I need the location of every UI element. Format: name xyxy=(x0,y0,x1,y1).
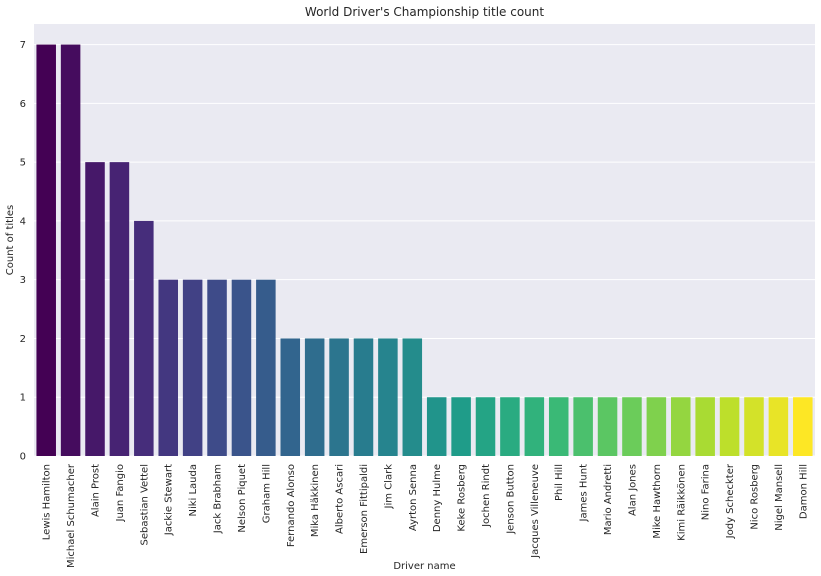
x-tick-label: Nino Farina xyxy=(701,464,712,520)
bar xyxy=(793,397,813,456)
y-tick-label: 3 xyxy=(20,275,26,286)
x-tick-label: Fernando Alonso xyxy=(286,464,297,547)
x-tick-label: Jacques Villeneuve xyxy=(530,464,541,559)
x-tick-label: Alberto Ascari xyxy=(335,464,346,534)
bar xyxy=(597,397,618,456)
bar xyxy=(695,397,715,456)
y-tick-label: 5 xyxy=(20,158,26,169)
bar xyxy=(573,397,593,456)
bar xyxy=(524,397,545,456)
bar xyxy=(304,338,325,456)
bar xyxy=(719,397,740,456)
x-tick-label: Jenson Button xyxy=(505,464,516,535)
bar xyxy=(158,279,178,456)
y-axis-label: Count of titles xyxy=(5,205,16,275)
chart-title: World Driver's Championship title count xyxy=(305,5,544,19)
x-tick-label: Nico Rosberg xyxy=(749,464,760,530)
bars xyxy=(36,44,813,457)
x-tick-label: Denny Hulme xyxy=(432,464,443,532)
x-tick-label: Jody Scheckter xyxy=(725,463,736,539)
bar xyxy=(402,338,423,456)
bar xyxy=(134,220,154,456)
x-tick-label: Lewis Hamilton xyxy=(42,464,53,540)
bar xyxy=(231,279,252,456)
bar xyxy=(378,338,398,456)
bar xyxy=(622,397,642,456)
x-tick-label: Alan Jones xyxy=(627,464,638,516)
x-tick-label: Michael Schumacher xyxy=(66,463,77,568)
bar xyxy=(36,44,56,456)
x-tick-labels: Lewis Hamilton Michael Schumacher Alain Pr… xyxy=(42,463,810,568)
x-tick-label: Kimi Räikkönen xyxy=(676,464,687,541)
y-tick-label: 1 xyxy=(20,393,26,404)
bar xyxy=(744,397,764,456)
bar xyxy=(85,162,105,457)
bar xyxy=(646,397,667,456)
bar xyxy=(768,397,789,456)
bar xyxy=(353,338,374,456)
x-tick-label: Graham Hill xyxy=(261,464,272,523)
bar xyxy=(280,338,301,456)
x-tick-label: Nelson Piquet xyxy=(237,464,248,533)
x-tick-label: Mika Häkkinen xyxy=(310,464,321,537)
x-tick-label: Jochen Rindt xyxy=(481,464,492,528)
x-axis-label: Driver name xyxy=(393,561,455,572)
y-tick-label: 0 xyxy=(20,452,26,463)
x-tick-label: Phil Hill xyxy=(554,464,565,501)
y-tick-label: 7 xyxy=(20,40,26,51)
bar xyxy=(207,279,227,456)
x-tick-label: James Hunt xyxy=(579,464,590,523)
y-tick-label: 2 xyxy=(20,334,26,345)
x-tick-label: Sebastian Vettel xyxy=(139,464,150,546)
bar xyxy=(451,397,471,456)
x-tick-label: Ayrton Senna xyxy=(408,464,419,531)
x-tick-label: Niki Lauda xyxy=(188,464,199,517)
x-tick-label: Jack Brabham xyxy=(213,464,224,534)
x-tick-label: Jackie Stewart xyxy=(164,464,175,536)
x-tick-label: Alain Prost xyxy=(91,464,102,517)
x-tick-label: Jim Clark xyxy=(383,464,394,510)
y-tick-label: 6 xyxy=(20,99,26,110)
bar xyxy=(671,397,691,456)
bar xyxy=(60,44,81,456)
bar xyxy=(256,279,276,456)
x-tick-label: Mike Hawthorn xyxy=(652,464,663,539)
bar xyxy=(475,397,496,456)
bar xyxy=(182,279,203,456)
bar xyxy=(426,397,447,456)
x-tick-label: Damon Hill xyxy=(798,464,809,519)
y-tick-labels: 0 1 2 3 4 5 6 7 xyxy=(20,40,26,462)
x-tick-label: Emerson Fittipaldi xyxy=(359,464,370,554)
bar xyxy=(548,397,569,456)
y-tick-label: 4 xyxy=(20,216,26,227)
x-tick-label: Juan Fangio xyxy=(115,464,126,522)
x-tick-label: Nigel Mansell xyxy=(774,464,785,531)
bar xyxy=(109,162,130,457)
bar xyxy=(500,397,520,456)
x-tick-label: Mario Andretti xyxy=(603,464,614,535)
bar xyxy=(329,338,349,456)
x-tick-label: Keke Rosberg xyxy=(457,464,468,532)
